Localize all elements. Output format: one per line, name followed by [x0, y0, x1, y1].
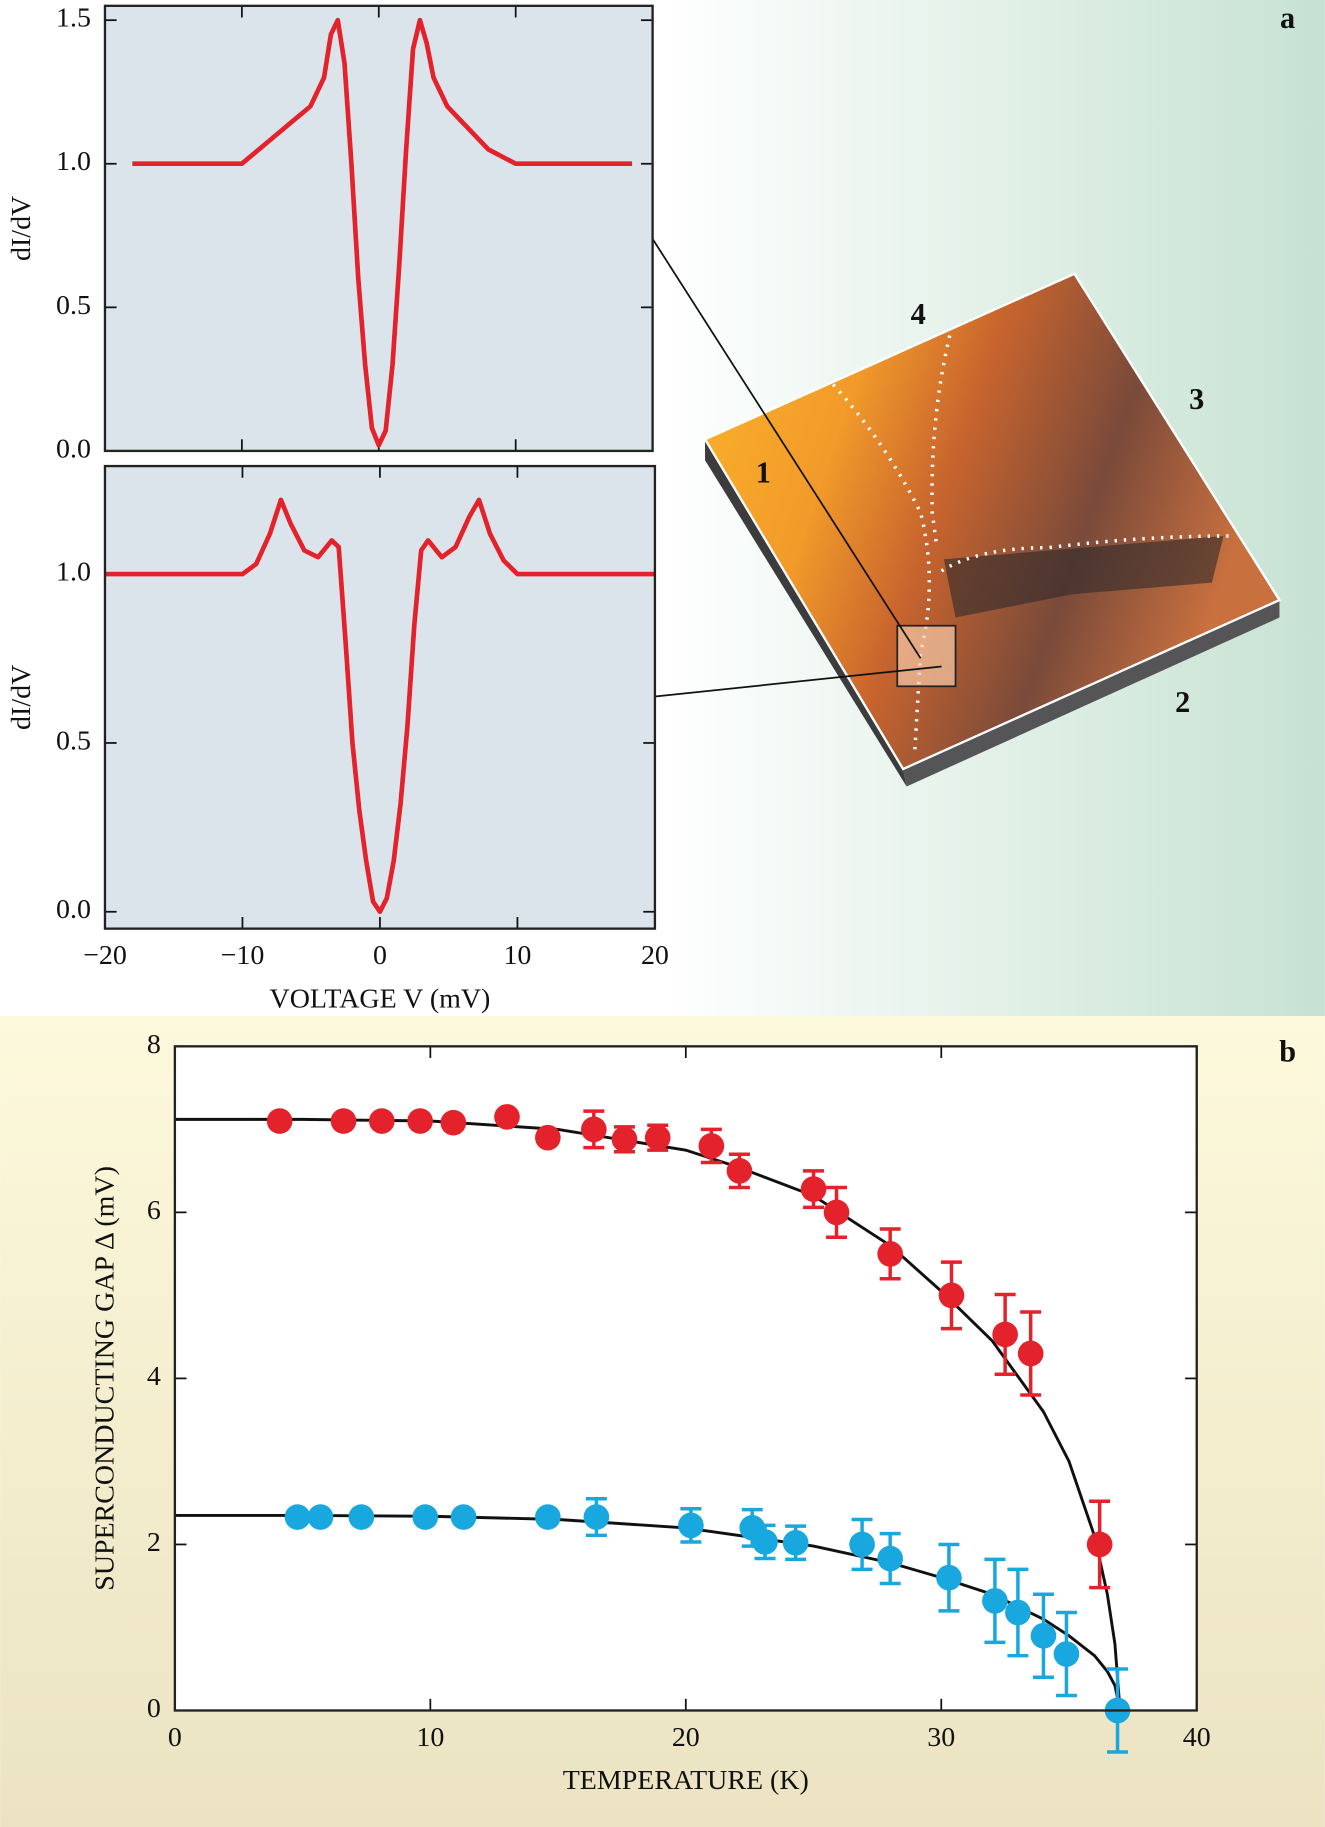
data-point — [440, 1109, 467, 1136]
data-point — [1017, 1340, 1044, 1367]
x-tick-label: 40 — [1183, 1722, 1211, 1753]
region-label: 1 — [756, 455, 771, 489]
data-point — [877, 1241, 903, 1267]
data-point — [849, 1531, 875, 1558]
data-point — [368, 1108, 395, 1134]
y-tick-label: 0.5 — [56, 290, 91, 321]
y-tick-label: 0.5 — [56, 725, 91, 756]
data-point — [266, 1108, 293, 1134]
y-tick-label: 0.0 — [56, 894, 91, 925]
data-point — [407, 1108, 433, 1134]
plot-area — [104, 5, 653, 451]
panel-label: a — [1280, 1, 1295, 35]
x-tick-label: −20 — [83, 940, 127, 971]
data-point — [450, 1504, 477, 1530]
data-point — [348, 1504, 375, 1530]
region-label: 2 — [1175, 685, 1190, 719]
y-axis-label: SUPERCONDUCTING GAP Δ (mV) — [90, 1166, 121, 1591]
surface-shadow — [943, 535, 1224, 618]
region-label: 3 — [1189, 382, 1204, 416]
y-tick-label: 1.0 — [56, 557, 91, 588]
surface-side — [903, 600, 1280, 787]
data-point — [800, 1176, 827, 1202]
data-point — [992, 1321, 1018, 1348]
data-point — [877, 1545, 903, 1572]
data-point — [698, 1133, 725, 1159]
region-label: 4 — [911, 297, 926, 331]
plot-frame — [103, 4, 654, 453]
x-tick-label: 20 — [672, 1722, 700, 1753]
y-tick-label: 4 — [147, 1361, 161, 1392]
x-axis-label: VOLTAGE V (mV) — [270, 983, 491, 1014]
data-point — [982, 1588, 1008, 1614]
boundary — [940, 534, 1230, 573]
spectrum-line — [132, 17, 633, 448]
data-point — [938, 1282, 965, 1309]
y-tick-label: 1.5 — [56, 3, 91, 34]
plot-area — [174, 1046, 1197, 1711]
data-point — [644, 1124, 671, 1151]
boundary — [831, 383, 932, 752]
data-point — [535, 1124, 561, 1151]
y-tick-label: 6 — [147, 1195, 161, 1226]
x-tick-label: −10 — [221, 940, 265, 971]
x-tick-label: 10 — [503, 940, 531, 971]
data-point — [678, 1512, 704, 1539]
spectrum-line — [104, 497, 655, 915]
data-point — [535, 1504, 561, 1530]
y-tick-label: 0.0 — [56, 433, 91, 464]
data-point — [782, 1529, 809, 1556]
plot-area — [104, 466, 655, 929]
x-tick-label: 20 — [641, 940, 669, 971]
data-point — [823, 1199, 850, 1226]
x-tick-label: 30 — [927, 1722, 955, 1753]
data-point — [726, 1158, 753, 1184]
data-point — [284, 1504, 311, 1530]
connector — [652, 665, 942, 698]
surface-map — [651, 238, 1282, 787]
surface-side — [705, 439, 907, 787]
data-point — [611, 1126, 638, 1153]
x-tick-label: 0 — [168, 1722, 182, 1753]
plot-frame — [173, 1045, 1198, 1712]
x-tick-label: 0 — [373, 940, 387, 971]
data-point — [1005, 1599, 1031, 1626]
y-axis-label: dI/dV — [6, 665, 37, 730]
data-point — [307, 1504, 334, 1530]
panel-label: b — [1279, 1034, 1296, 1068]
y-tick-label: 8 — [147, 1029, 161, 1060]
data-point — [1053, 1641, 1080, 1667]
surface-top — [703, 272, 1282, 771]
boundary — [930, 335, 952, 548]
data-point — [581, 1116, 607, 1143]
y-axis-label: dI/dV — [6, 196, 37, 261]
connector — [651, 238, 922, 659]
data-point — [1086, 1531, 1113, 1558]
data-point — [330, 1108, 357, 1134]
data-point — [1030, 1622, 1057, 1649]
y-tick-label: 0 — [147, 1693, 161, 1724]
data-point — [752, 1529, 778, 1555]
plot-frame — [103, 464, 657, 930]
data-point — [583, 1504, 610, 1530]
y-tick-label: 2 — [147, 1527, 161, 1558]
data-point — [412, 1504, 439, 1530]
y-tick-label: 1.0 — [56, 146, 91, 177]
data-point — [494, 1104, 520, 1130]
data-point — [936, 1564, 962, 1591]
x-tick-label: 10 — [416, 1722, 444, 1753]
x-axis-label: TEMPERATURE (K) — [563, 1765, 809, 1796]
